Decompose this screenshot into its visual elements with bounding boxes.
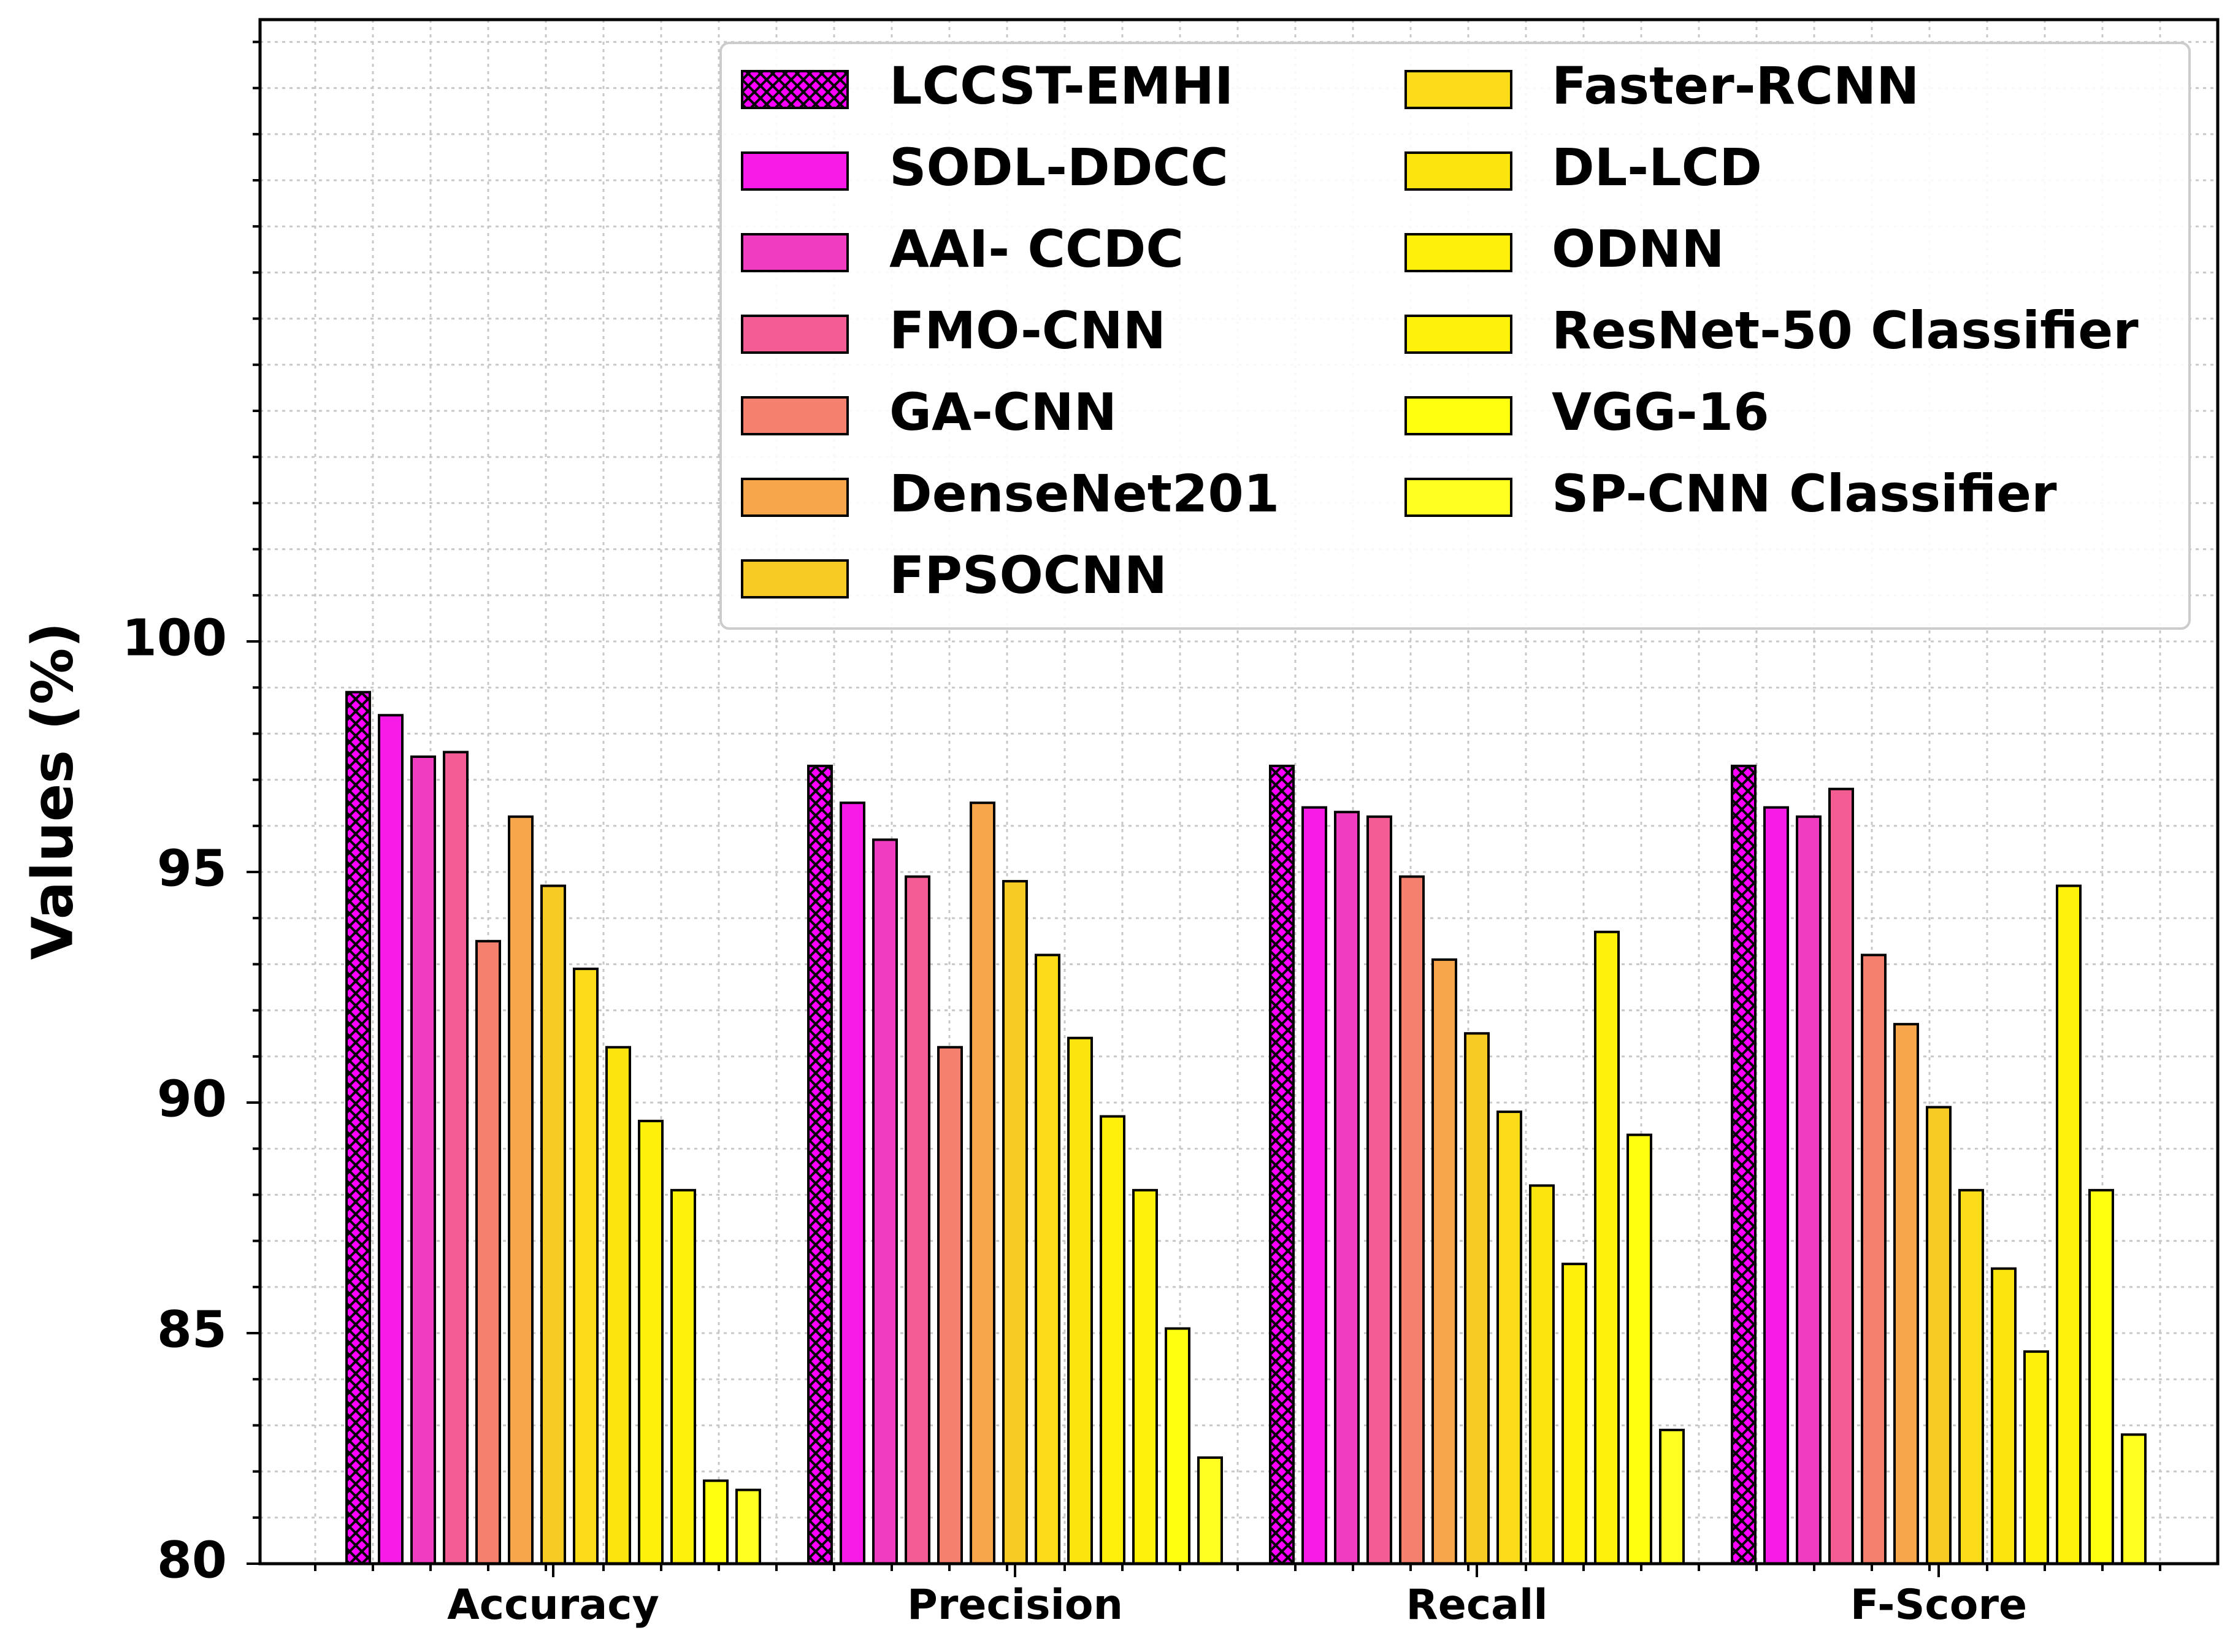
legend-swatch-dl-lcd bbox=[1404, 151, 1512, 191]
legend-swatch-sp-cnn-classifier bbox=[1404, 478, 1512, 517]
legend-swatch-resnet-50-classifier bbox=[1404, 315, 1512, 354]
y-axis-label: Values (%) bbox=[20, 622, 85, 960]
bar-f-score-lccst-emhi bbox=[1731, 765, 1757, 1565]
bar-f-score-resnet-50-classifier bbox=[2056, 884, 2082, 1565]
legend-swatch-vgg-16 bbox=[1404, 396, 1512, 435]
bar-precision-vgg-16 bbox=[1165, 1327, 1190, 1565]
legend-swatch-ga-cnn bbox=[741, 396, 849, 435]
bar-recall-fmo-cnn bbox=[1366, 815, 1392, 1565]
legend-swatch-faster-rcnn bbox=[1404, 70, 1512, 109]
bar-f-score-odnn bbox=[2023, 1350, 2049, 1566]
y-tick-label: 85 bbox=[157, 1301, 227, 1359]
bar-f-score-densenet201 bbox=[1893, 1023, 1919, 1566]
legend-swatch-aai-ccdc bbox=[741, 233, 849, 272]
bar-f-score-vgg-16 bbox=[2088, 1188, 2114, 1565]
legend-label-densenet201: DenseNet201 bbox=[889, 464, 1279, 524]
bar-f-score-fpsocnn bbox=[1926, 1106, 1952, 1565]
legend-swatch-lccst-emhi bbox=[741, 70, 849, 109]
bar-precision-lccst-emhi bbox=[807, 765, 833, 1565]
bar-recall-fpsocnn bbox=[1464, 1032, 1490, 1565]
legend-label-ga-cnn: GA-CNN bbox=[889, 382, 1117, 442]
bar-recall-sodl-ddcc bbox=[1301, 806, 1327, 1565]
bar-accuracy-resnet-50-classifier bbox=[670, 1188, 696, 1565]
bar-accuracy-fpsocnn bbox=[540, 884, 566, 1565]
legend-label-odnn: ODNN bbox=[1552, 219, 1725, 279]
legend-label-faster-rcnn: Faster-RCNN bbox=[1552, 56, 1919, 116]
bars bbox=[345, 690, 2147, 1566]
bar-recall-dl-lcd bbox=[1529, 1184, 1555, 1565]
bar-precision-faster-rcnn bbox=[1035, 954, 1060, 1565]
bar-f-score-fmo-cnn bbox=[1828, 787, 1854, 1565]
bar-accuracy-odnn bbox=[638, 1120, 664, 1565]
legend-label-fpsocnn: FPSOCNN bbox=[889, 545, 1167, 605]
legend-swatch-fmo-cnn bbox=[741, 315, 849, 354]
legend-label-aai-ccdc: AAI- CCDC bbox=[889, 219, 1184, 279]
bar-recall-aai-ccdc bbox=[1334, 811, 1360, 1565]
bar-precision-fmo-cnn bbox=[905, 875, 930, 1565]
legend-label-vgg-16: VGG-16 bbox=[1552, 382, 1769, 442]
bar-f-score-faster-rcnn bbox=[1958, 1188, 1984, 1565]
x-tick-label-recall: Recall bbox=[1406, 1581, 1547, 1629]
axis-ticks: 80 85 90 95 100 Accuracy Precision Recall F-Scor… bbox=[122, 40, 2161, 1629]
y-tick-label: 95 bbox=[157, 839, 227, 898]
legend: LCCST-EMHI SODL-DDCC AAI- CCDC FMO-CNN GA-CN… bbox=[719, 42, 2191, 630]
legend-label-dl-lcd: DL-LCD bbox=[1552, 137, 1762, 197]
bar-recall-resnet-50-classifier bbox=[1594, 930, 1620, 1565]
legend-swatch-odnn bbox=[1404, 233, 1512, 272]
bar-accuracy-sodl-ddcc bbox=[378, 714, 404, 1565]
x-tick-label-accuracy: Accuracy bbox=[447, 1581, 659, 1629]
bar-recall-ga-cnn bbox=[1399, 875, 1425, 1565]
bar-recall-vgg-16 bbox=[1627, 1133, 1652, 1565]
bar-accuracy-lccst-emhi bbox=[345, 690, 371, 1565]
y-tick-label: 90 bbox=[157, 1070, 227, 1128]
bar-precision-dl-lcd bbox=[1067, 1036, 1093, 1565]
x-tick-label-f-score: F-Score bbox=[1850, 1581, 2027, 1629]
bar-accuracy-sp-cnn-classifier bbox=[735, 1488, 761, 1565]
bar-precision-sp-cnn-classifier bbox=[1197, 1456, 1223, 1566]
bar-accuracy-aai-ccdc bbox=[410, 755, 436, 1565]
bar-precision-fpsocnn bbox=[1002, 880, 1028, 1565]
bar-recall-lccst-emhi bbox=[1269, 765, 1295, 1565]
bar-precision-sodl-ddcc bbox=[840, 801, 865, 1565]
y-tick-label: 80 bbox=[157, 1531, 227, 1589]
bar-accuracy-faster-rcnn bbox=[573, 967, 599, 1566]
bar-f-score-dl-lcd bbox=[1991, 1267, 2017, 1565]
bar-recall-faster-rcnn bbox=[1496, 1111, 1522, 1566]
bar-f-score-sp-cnn-classifier bbox=[2121, 1433, 2147, 1565]
bar-recall-odnn bbox=[1561, 1263, 1587, 1565]
bar-precision-aai-ccdc bbox=[872, 838, 898, 1565]
bar-accuracy-densenet201 bbox=[508, 815, 534, 1565]
legend-swatch-fpsocnn bbox=[741, 559, 849, 598]
bar-f-score-sodl-ddcc bbox=[1763, 806, 1789, 1565]
bar-precision-densenet201 bbox=[970, 801, 995, 1565]
bar-f-score-ga-cnn bbox=[1861, 954, 1887, 1565]
legend-label-lccst-emhi: LCCST-EMHI bbox=[889, 56, 1233, 116]
bar-precision-odnn bbox=[1100, 1115, 1125, 1566]
y-tick-label: 100 bbox=[122, 609, 227, 667]
bar-accuracy-vgg-16 bbox=[703, 1479, 729, 1565]
legend-label-fmo-cnn: FMO-CNN bbox=[889, 300, 1166, 361]
legend-label-resnet-50-classifier: ResNet-50 Classifier bbox=[1552, 300, 2139, 361]
legend-swatch-sodl-ddcc bbox=[741, 151, 849, 191]
bar-recall-sp-cnn-classifier bbox=[1659, 1428, 1685, 1565]
x-tick-label-precision: Precision bbox=[907, 1581, 1123, 1629]
legend-swatch-densenet201 bbox=[741, 478, 849, 517]
bar-accuracy-dl-lcd bbox=[605, 1046, 631, 1565]
bar-f-score-aai-ccdc bbox=[1796, 815, 1822, 1565]
bar-precision-ga-cnn bbox=[937, 1046, 963, 1565]
bar-accuracy-ga-cnn bbox=[475, 939, 501, 1566]
bar-accuracy-fmo-cnn bbox=[443, 751, 469, 1565]
bar-recall-densenet201 bbox=[1431, 958, 1457, 1565]
legend-label-sodl-ddcc: SODL-DDCC bbox=[889, 137, 1228, 197]
bar-precision-resnet-50-classifier bbox=[1132, 1188, 1158, 1565]
legend-label-sp-cnn-classifier: SP-CNN Classifier bbox=[1552, 464, 2057, 524]
